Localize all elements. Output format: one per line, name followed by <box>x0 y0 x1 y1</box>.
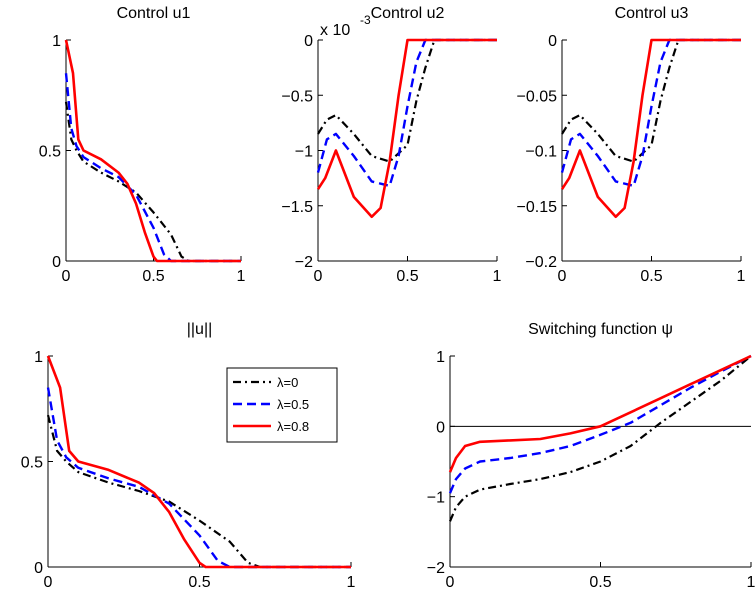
y-tick-label: −2 <box>295 254 313 271</box>
x-tick-label: 0.5 <box>188 574 210 591</box>
y-tick-label: 0 <box>436 419 445 436</box>
series-line-dashed <box>46 387 351 569</box>
y-tick-label: 0 <box>304 33 313 50</box>
series-line-dashdot <box>561 38 741 163</box>
plot-title: Switching function ψ <box>528 321 673 338</box>
x-tick-label: 0 <box>558 268 567 285</box>
y-tick-label: −0.15 <box>517 199 558 216</box>
y-tick-label: −0.1 <box>525 144 557 161</box>
series-line-solid <box>64 39 241 263</box>
exponent-label: x 10 <box>320 22 350 39</box>
legend: λ=0 λ=0.5 λ=0.8 <box>226 367 338 443</box>
legend-entry: λ=0 <box>277 375 298 390</box>
y-tick-label: −2 <box>427 560 445 577</box>
y-tick-label: 0 <box>34 560 43 577</box>
legend-entry: λ=0.5 <box>277 397 309 412</box>
y-tick-label: −0.2 <box>525 254 557 271</box>
plot-title: Control u3 <box>615 5 689 22</box>
legend-box <box>226 367 338 443</box>
y-tick-label: 0.5 <box>39 144 61 161</box>
legend-entry: λ=0.8 <box>277 419 309 434</box>
x-tick-label: 0 <box>314 268 323 285</box>
plot-norm: 0 0.5 1 0 0.5 1 ||u|| λ=0 λ=0.5 λ=0.8 <box>21 321 356 591</box>
plot-title: Control u1 <box>117 5 191 22</box>
y-tick-label: 1 <box>34 349 43 366</box>
series-line-dashed <box>316 38 497 188</box>
x-tick-label: 0.5 <box>640 268 662 285</box>
x-tick-label: 1 <box>237 268 246 285</box>
series-line-dashed <box>64 73 241 263</box>
x-tick-label: 0.5 <box>589 574 611 591</box>
plot-title: ||u|| <box>187 321 213 338</box>
x-tick-label: 1 <box>737 268 746 285</box>
series-line-solid <box>560 38 741 219</box>
series-line-dashed <box>560 38 741 188</box>
x-tick-label: 0.5 <box>142 268 164 285</box>
y-tick-label: 1 <box>52 33 61 50</box>
series-line-dashdot <box>317 38 497 163</box>
x-tick-label: 0 <box>62 268 71 285</box>
plot-title: Control u2 <box>371 5 445 22</box>
series-line-solid <box>316 38 497 219</box>
series-line-solid <box>46 355 351 569</box>
y-tick-label: −0.5 <box>281 88 313 105</box>
y-tick-label: 0 <box>548 33 557 50</box>
plot-u2: 0 0.5 1 −2 −1.5 −1 −0.5 0 Control u2 x 10 -3 <box>281 5 501 285</box>
y-tick-label: 0 <box>52 254 61 271</box>
exponent-power: -3 <box>360 13 371 27</box>
y-tick-label: 1 <box>436 349 445 366</box>
plot-u1: 0 0.5 1 0 0.5 1 Control u1 <box>39 5 246 285</box>
y-tick-label: −1 <box>295 144 313 161</box>
x-tick-label: 1 <box>493 268 502 285</box>
y-tick-label: −0.05 <box>517 88 558 105</box>
x-tick-label: 0 <box>44 574 53 591</box>
x-tick-label: 1 <box>747 574 755 591</box>
y-tick-label: −1.5 <box>281 199 313 216</box>
x-tick-label: 0 <box>446 574 455 591</box>
x-tick-label: 1 <box>347 574 356 591</box>
series-line-dashed <box>448 354 752 494</box>
series-line-solid <box>448 354 752 473</box>
y-tick-label: −1 <box>427 490 445 507</box>
plot-switch: 0 0.5 1 −2 −1 0 1 Switching function ψ <box>427 321 755 591</box>
x-tick-label: 0.5 <box>396 268 418 285</box>
series-line-dashdot <box>64 101 241 263</box>
plot-u3: 0 0.5 1 −0.2 −0.15 −0.1 −0.05 0 Control u3 <box>517 5 746 285</box>
y-tick-label: 0.5 <box>21 455 43 472</box>
